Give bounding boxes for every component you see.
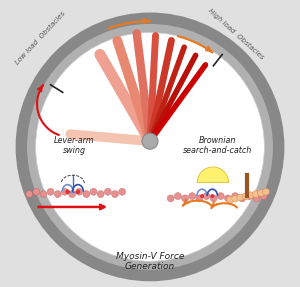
Circle shape (200, 194, 204, 198)
Circle shape (239, 195, 246, 202)
Circle shape (97, 191, 104, 197)
Circle shape (189, 193, 196, 199)
Text: Myosin-V Force
Generation: Myosin-V Force Generation (116, 252, 184, 271)
Circle shape (76, 189, 80, 194)
Circle shape (237, 194, 244, 201)
Circle shape (26, 191, 33, 197)
Circle shape (196, 195, 203, 202)
Circle shape (69, 191, 76, 197)
Circle shape (263, 188, 269, 195)
Circle shape (252, 191, 259, 197)
Circle shape (174, 193, 181, 199)
Text: High load  Obstacles: High load Obstacles (207, 7, 265, 61)
Circle shape (210, 194, 214, 198)
Circle shape (232, 193, 238, 199)
Circle shape (182, 195, 188, 202)
Circle shape (224, 195, 231, 202)
Circle shape (119, 188, 126, 195)
Circle shape (242, 193, 249, 200)
Circle shape (203, 193, 210, 199)
Circle shape (54, 191, 61, 197)
Circle shape (33, 188, 40, 195)
Circle shape (40, 191, 47, 197)
Circle shape (90, 188, 97, 195)
Text: Lever-arm
swing: Lever-arm swing (54, 136, 94, 155)
Circle shape (47, 188, 54, 195)
Circle shape (217, 193, 224, 199)
Circle shape (257, 189, 264, 196)
Circle shape (167, 195, 174, 202)
Circle shape (61, 188, 68, 195)
Circle shape (16, 13, 284, 281)
Circle shape (76, 188, 83, 195)
Text: Low load  Obstacles: Low load Obstacles (14, 11, 66, 66)
Text: Brownian
search-and-catch: Brownian search-and-catch (182, 136, 252, 155)
Circle shape (27, 24, 273, 270)
Circle shape (232, 195, 238, 202)
Circle shape (36, 32, 264, 261)
Wedge shape (197, 167, 229, 183)
Circle shape (83, 191, 90, 197)
Circle shape (142, 133, 158, 149)
Circle shape (247, 192, 254, 199)
Circle shape (226, 196, 233, 203)
Circle shape (210, 195, 217, 202)
Circle shape (253, 195, 260, 202)
Circle shape (65, 189, 70, 194)
Circle shape (112, 191, 118, 197)
Circle shape (246, 193, 253, 199)
Circle shape (104, 188, 111, 195)
Circle shape (260, 193, 267, 199)
